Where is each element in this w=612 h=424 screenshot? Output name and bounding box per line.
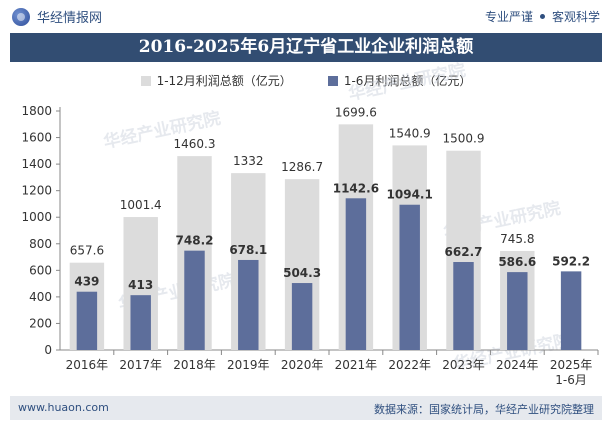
bar-half-year-4 xyxy=(291,283,313,350)
y-tick-label-1: 200 xyxy=(29,316,52,330)
x-tick-label-0: 2016年 xyxy=(66,358,109,372)
data-label-half-year-3: 678.1 xyxy=(229,243,267,257)
data-label-half-year-2: 748.2 xyxy=(176,234,214,248)
data-label-half-year-8: 586.6 xyxy=(498,255,536,269)
y-tick-label-8: 1600 xyxy=(21,131,52,145)
brand-logo-icon xyxy=(12,7,30,26)
y-tick-label-7: 1400 xyxy=(21,157,52,171)
x-tick-label-9: 2025年 1-6月 xyxy=(550,358,593,387)
bar-half-year-1 xyxy=(130,295,151,350)
x-tick-label-1: 2017年 xyxy=(119,358,162,372)
legend-swatch-annual xyxy=(140,75,151,86)
data-label-annual-6: 1540.9 xyxy=(389,126,431,140)
y-tick-label-6: 1200 xyxy=(21,184,52,198)
bar-half-year-6 xyxy=(399,204,420,350)
brand-name: 华经情报网 xyxy=(37,11,103,26)
y-tick-label-0: 0 xyxy=(44,343,52,357)
tagline-1: 专业严谨 xyxy=(484,10,533,24)
legend-item-half-year: 1-6月利润总额（亿元） xyxy=(327,72,472,89)
bar-half-year-0 xyxy=(76,291,98,350)
data-label-annual-0: 657.6 xyxy=(70,244,104,258)
data-label-annual-4: 1286.7 xyxy=(281,160,323,174)
bar-half-year-3 xyxy=(238,259,259,350)
bar-half-year-8 xyxy=(507,272,528,350)
x-tick-label-8: 2024年 xyxy=(496,358,539,372)
chart-legend: 1-12月利润总额（亿元） 1-6月利润总额（亿元） xyxy=(0,72,612,89)
x-tick-label-4: 2020年 xyxy=(281,358,324,372)
footer: www.huaon.com 数据来源：国家统计局，华经产业研究院整理 xyxy=(10,396,602,420)
data-label-annual-1: 1001.4 xyxy=(120,198,162,212)
bar-half-year-2 xyxy=(184,250,205,350)
y-tick-label-5: 1000 xyxy=(21,210,52,224)
bar-half-year-9 xyxy=(560,271,582,350)
x-tick-label-7: 2023年 xyxy=(442,358,485,372)
footer-website: www.huaon.com xyxy=(18,401,109,414)
y-tick-label-4: 800 xyxy=(29,237,52,251)
data-label-half-year-5: 1142.6 xyxy=(333,181,379,195)
data-label-half-year-4: 504.3 xyxy=(283,266,321,280)
tagline: 专业严谨 客观科学 xyxy=(485,8,600,25)
brand: 华经情报网 xyxy=(12,7,102,26)
bar-half-year-7 xyxy=(453,262,474,350)
legend-item-annual: 1-12月利润总额（亿元） xyxy=(140,72,292,89)
data-label-annual-3: 1332 xyxy=(233,154,264,168)
y-tick-label-3: 600 xyxy=(29,263,52,277)
legend-swatch-half-year xyxy=(327,75,338,86)
data-label-half-year-7: 662.7 xyxy=(445,245,483,259)
data-label-half-year-9: 592.2 xyxy=(552,254,590,268)
data-label-half-year-1: 413 xyxy=(128,278,153,292)
bar-half-year-5 xyxy=(345,198,367,350)
data-label-annual-5: 1699.6 xyxy=(335,105,377,119)
top-bar: 华经情报网 专业严谨 客观科学 xyxy=(0,0,612,32)
bullet-icon xyxy=(539,14,545,19)
data-label-annual-7: 1500.9 xyxy=(443,132,485,146)
footer-source: 数据来源：国家统计局，华经产业研究院整理 xyxy=(374,403,594,416)
x-tick-label-2: 2018年 xyxy=(173,358,216,372)
watermark-1: 华经产业研究院 xyxy=(347,60,468,105)
chart-title: 2016-2025年6月辽宁省工业企业利润总额 xyxy=(10,33,602,62)
data-label-half-year-6: 1094.1 xyxy=(387,188,433,202)
legend-label-half-year: 1-6月利润总额（亿元） xyxy=(343,74,472,88)
tagline-2: 客观科学 xyxy=(551,10,600,24)
y-tick-label-2: 400 xyxy=(29,290,52,304)
x-tick-label-6: 2022年 xyxy=(388,358,431,372)
data-label-half-year-0: 439 xyxy=(74,275,99,289)
y-tick-label-9: 1800 xyxy=(21,104,52,118)
legend-label-annual: 1-12月利润总额（亿元） xyxy=(156,74,292,88)
data-label-annual-8: 745.8 xyxy=(500,232,534,246)
x-tick-label-5: 2021年 xyxy=(335,358,378,372)
x-tick-label-3: 2019年 xyxy=(227,358,270,372)
data-label-annual-2: 1460.3 xyxy=(174,137,216,151)
